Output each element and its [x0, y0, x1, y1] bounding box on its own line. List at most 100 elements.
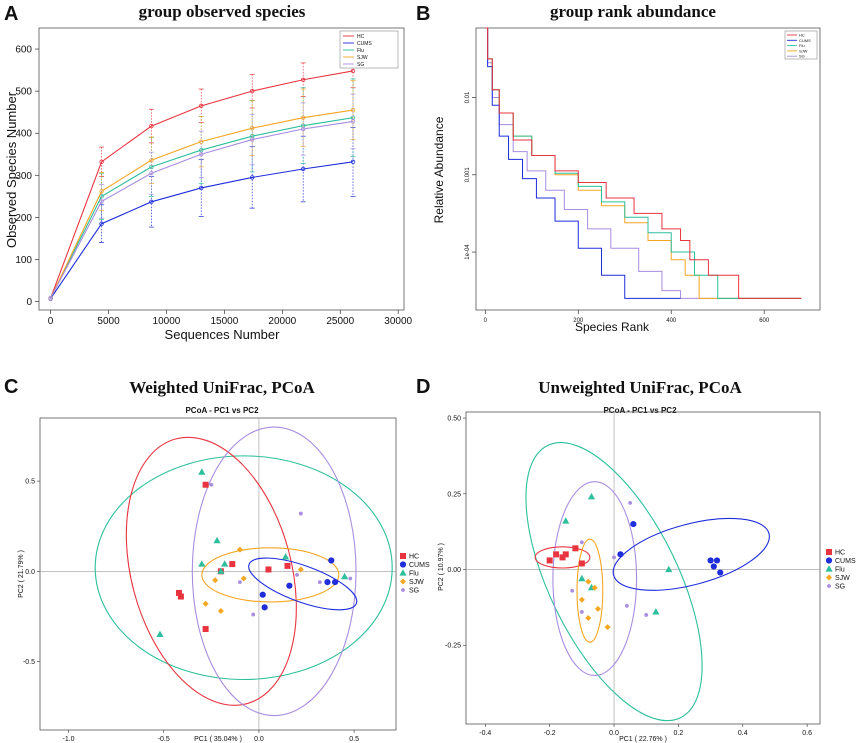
c-xtick-label: -1.0 [63, 736, 75, 743]
a-xtick-label: 25000 [326, 316, 354, 327]
c-legend-marker-cums [399, 561, 407, 568]
a-legend-label-sjw: SJW [357, 55, 368, 61]
c-legend-label-hc: HC [409, 554, 419, 561]
a-xtick-label: 20000 [268, 316, 296, 327]
d-point-sjw [578, 596, 585, 603]
d-point-flu [665, 565, 673, 573]
a-point-cums [300, 166, 306, 172]
a-ytick-label: 300 [15, 171, 32, 182]
d-ellipse-flu [525, 442, 703, 722]
c-point-flu [221, 560, 229, 567]
panel-a-chart: group observed species Sequences Number … [4, 2, 413, 342]
c-point-hc [284, 562, 291, 569]
d-xtick-label: -0.2 [544, 730, 556, 737]
a-point-sg [149, 171, 154, 176]
d-legend-label-flu: Flu [835, 567, 845, 574]
c-legend-label-sjw: SJW [409, 579, 424, 586]
d-point-cums [630, 520, 637, 528]
d-point-cums [717, 569, 724, 576]
a-point-hc [250, 88, 255, 94]
c-ellipse-flu [94, 455, 393, 681]
d-point-sjw [594, 605, 601, 612]
d-legend-marker-cums [825, 557, 833, 564]
c-point-sjw [202, 600, 209, 607]
d-point-hc [546, 557, 553, 564]
c-point-sjw [240, 575, 247, 582]
c-legend-marker-sg [401, 588, 405, 592]
c-legend-label-cums: CUMS [409, 562, 430, 569]
a-legend-label-cums: CUMS [357, 41, 372, 47]
a-ytick-label: 400 [15, 129, 32, 140]
c-legend-label-flu: Flu [409, 571, 419, 578]
panel-a-ylabel: Observed Species Number [4, 91, 19, 248]
c-point-flu [281, 553, 290, 560]
b-xtick-label: 0 [484, 318, 488, 324]
a-point-sjw [350, 107, 356, 113]
panel-b-chart: group rank abundance Species Rank Relati… [432, 2, 821, 334]
a-xtick-label: 10000 [153, 316, 181, 327]
d-legend-label-hc: HC [835, 550, 845, 557]
a-point-sg [250, 137, 255, 142]
d-point-hc [559, 554, 566, 561]
b-series-line-hc [485, 27, 802, 299]
c-xtick-label: 0.5 [349, 736, 359, 743]
a-series-line-sg [50, 120, 354, 299]
d-ellipse-sjw [576, 538, 604, 643]
d-xtick-label: 0.0 [609, 730, 619, 737]
d-xtick-label: 0.6 [802, 730, 812, 737]
c-point-cums [331, 579, 339, 586]
a-ytick-label: 200 [15, 213, 32, 224]
d-point-sjw [591, 584, 598, 591]
panel-d-subtitle: PCoA - PC1 vs PC2 [603, 406, 677, 415]
a-point-sg [350, 119, 356, 124]
c-point-flu [156, 630, 164, 638]
d-point-sg [644, 613, 649, 617]
a-point-cums [199, 185, 204, 191]
d-point-cums [710, 563, 717, 570]
panel-d-chart: Unweighted UniFrac, PCoA PCoA - PC1 vs P… [438, 378, 856, 743]
a-ytick-label: 0 [26, 297, 32, 308]
c-point-cums [261, 604, 268, 611]
d-point-sg [579, 540, 584, 545]
b-legend-label-cums: CUMS [799, 38, 811, 43]
d-legend-label-sjw: SJW [835, 575, 850, 582]
d-point-cums [713, 557, 721, 564]
c-point-sjw [212, 577, 219, 584]
d-ellipse-hc [534, 546, 591, 569]
panel-letter-c: C [4, 376, 18, 398]
panel-a-title: group observed species [139, 2, 306, 21]
d-ytick-label: 0.50 [447, 416, 461, 423]
a-point-hc [199, 103, 204, 109]
a-point-sg [48, 296, 53, 301]
a-point-cums [350, 159, 356, 165]
c-point-sg [298, 511, 303, 516]
c-point-sg [251, 612, 256, 617]
d-legend-marker-sg [827, 584, 831, 588]
c-legend-marker-flu [399, 569, 407, 576]
d-point-sjw [585, 614, 592, 621]
d-point-sjw [585, 578, 592, 585]
d-point-flu [578, 574, 586, 582]
b-ytick-label: 1e-04 [465, 244, 471, 260]
panel-c-ylabel: PC2 ( 21.79% ) [18, 550, 25, 598]
c-point-flu [198, 468, 206, 475]
b-series-line-sjw [485, 27, 802, 299]
b-xtick-label: 400 [666, 318, 677, 324]
a-xtick-label: 5000 [97, 316, 120, 327]
c-point-hc [229, 561, 236, 568]
d-point-flu [562, 517, 570, 524]
a-point-cums [250, 175, 255, 180]
a-ytick-label: 100 [15, 255, 32, 266]
a-point-sg [300, 126, 306, 132]
panel-b-title: group rank abundance [550, 2, 716, 21]
a-series-line-flu [50, 117, 354, 299]
b-xtick-label: 600 [759, 318, 770, 324]
c-point-cums [324, 579, 331, 586]
a-point-hc [350, 68, 356, 74]
a-point-sjw [99, 189, 104, 194]
b-xtick-label: 200 [573, 318, 584, 324]
panel-letter-d: D [416, 376, 430, 398]
a-xtick-label: 0 [48, 316, 54, 327]
panel-a-frame [38, 27, 405, 311]
